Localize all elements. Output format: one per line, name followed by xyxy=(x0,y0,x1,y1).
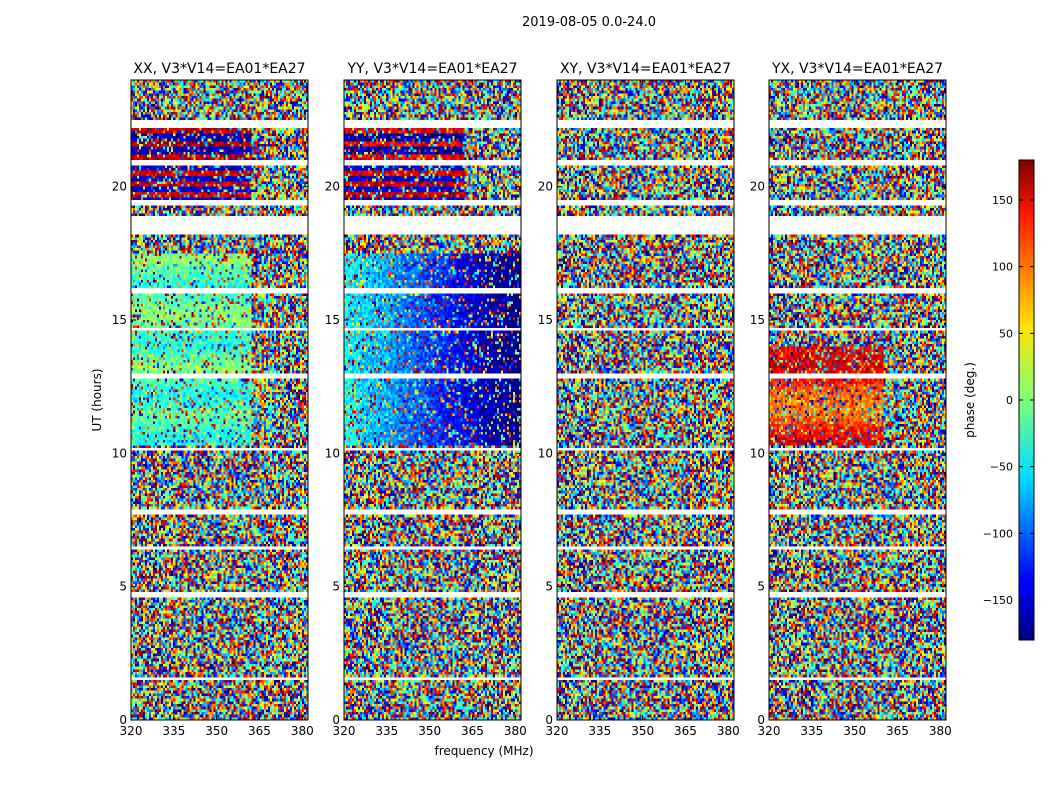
x-tick-label: 380 xyxy=(717,724,740,738)
y-tick-label: 0 xyxy=(332,713,340,727)
x-tick-label: 365 xyxy=(461,724,484,738)
y-tick-label: 10 xyxy=(538,446,553,460)
panel-title: XY, V3*V14=EA01*EA27 xyxy=(560,61,731,77)
x-tick-label: 380 xyxy=(291,724,314,738)
x-tick-label: 350 xyxy=(843,724,866,738)
panel-4: YX, V3*V14=EA01*EA27 320 335 350 365 380 0 5 10 1… xyxy=(750,61,952,738)
x-tick-label: 365 xyxy=(886,724,909,738)
panel-1: XX, V3*V14=EA01*EA27 320 335 350 365 380 0 5 10 1… xyxy=(112,61,314,738)
x-axis-label: frequency (MHz) xyxy=(434,744,533,758)
colorbar-tick-label: 100 xyxy=(992,261,1013,274)
y-tick-label: 15 xyxy=(538,313,553,327)
colorbar-tick-label: −150 xyxy=(983,594,1013,607)
y-tick-label: 15 xyxy=(325,313,340,327)
x-tick-label: 320 xyxy=(546,724,569,738)
y-tick-label: 10 xyxy=(325,446,340,460)
phase-heatmap xyxy=(557,80,734,720)
panel-frame xyxy=(343,79,522,721)
y-tick-label: 0 xyxy=(757,713,765,727)
y-tick-label: 5 xyxy=(119,580,127,594)
x-tick-label: 350 xyxy=(631,724,654,738)
x-tick-label: 335 xyxy=(588,724,611,738)
panel-title: YX, V3*V14=EA01*EA27 xyxy=(771,61,943,77)
y-tick-label: 20 xyxy=(750,180,765,194)
panel-frame xyxy=(768,79,947,721)
y-tick-label: 20 xyxy=(112,180,127,194)
y-tick-label: 20 xyxy=(325,180,340,194)
panel-title: XX, V3*V14=EA01*EA27 xyxy=(133,61,305,77)
y-tick-label: 10 xyxy=(112,446,127,460)
panel-2: YY, V3*V14=EA01*EA27 320 335 350 365 380 0 5 10 1… xyxy=(325,61,527,738)
x-tick-label: 320 xyxy=(758,724,781,738)
x-tick-label: 320 xyxy=(120,724,143,738)
phase-heatmap xyxy=(131,80,308,720)
x-tick-label: 380 xyxy=(504,724,527,738)
y-tick-label: 15 xyxy=(750,313,765,327)
x-tick-label: 350 xyxy=(418,724,441,738)
x-tick-label: 380 xyxy=(929,724,952,738)
colorbar-tick-label: −100 xyxy=(983,527,1013,540)
panel-frame xyxy=(556,79,735,721)
colorbar-tick-label: 150 xyxy=(992,194,1013,207)
y-tick-label: 15 xyxy=(112,313,127,327)
figure-suptitle: 2019-08-05 0.0-24.0 xyxy=(522,15,656,30)
colorbar-tick-label: −50 xyxy=(990,461,1013,474)
y-tick-label: 5 xyxy=(757,580,765,594)
colorbar-tick-label: 50 xyxy=(999,327,1013,340)
x-tick-label: 350 xyxy=(205,724,228,738)
y-tick-label: 5 xyxy=(545,580,553,594)
x-tick-label: 335 xyxy=(162,724,185,738)
panel-3: XY, V3*V14=EA01*EA27 320 335 350 365 380 0 5 10 1… xyxy=(538,61,740,738)
panel-frame xyxy=(130,79,309,721)
y-tick-label: 20 xyxy=(538,180,553,194)
y-tick-label: 0 xyxy=(119,713,127,727)
colorbar-tick-label: 0 xyxy=(1006,394,1013,407)
y-tick-label: 5 xyxy=(332,580,340,594)
x-tick-label: 335 xyxy=(800,724,823,738)
x-tick-label: 365 xyxy=(674,724,697,738)
colorbar: −150 −100 −50 0 50 100 150 phase (deg.) xyxy=(963,159,1035,641)
y-tick-label: 10 xyxy=(750,446,765,460)
phase-heatmap xyxy=(769,80,946,720)
y-tick-label: 0 xyxy=(545,713,553,727)
phase-heatmap xyxy=(344,80,521,720)
x-tick-label: 365 xyxy=(248,724,271,738)
colorbar-label: phase (deg.) xyxy=(963,362,977,438)
y-axis-label: UT (hours) xyxy=(90,368,104,431)
x-tick-label: 335 xyxy=(375,724,398,738)
panel-title: YY, V3*V14=EA01*EA27 xyxy=(346,61,517,77)
x-tick-label: 320 xyxy=(333,724,356,738)
